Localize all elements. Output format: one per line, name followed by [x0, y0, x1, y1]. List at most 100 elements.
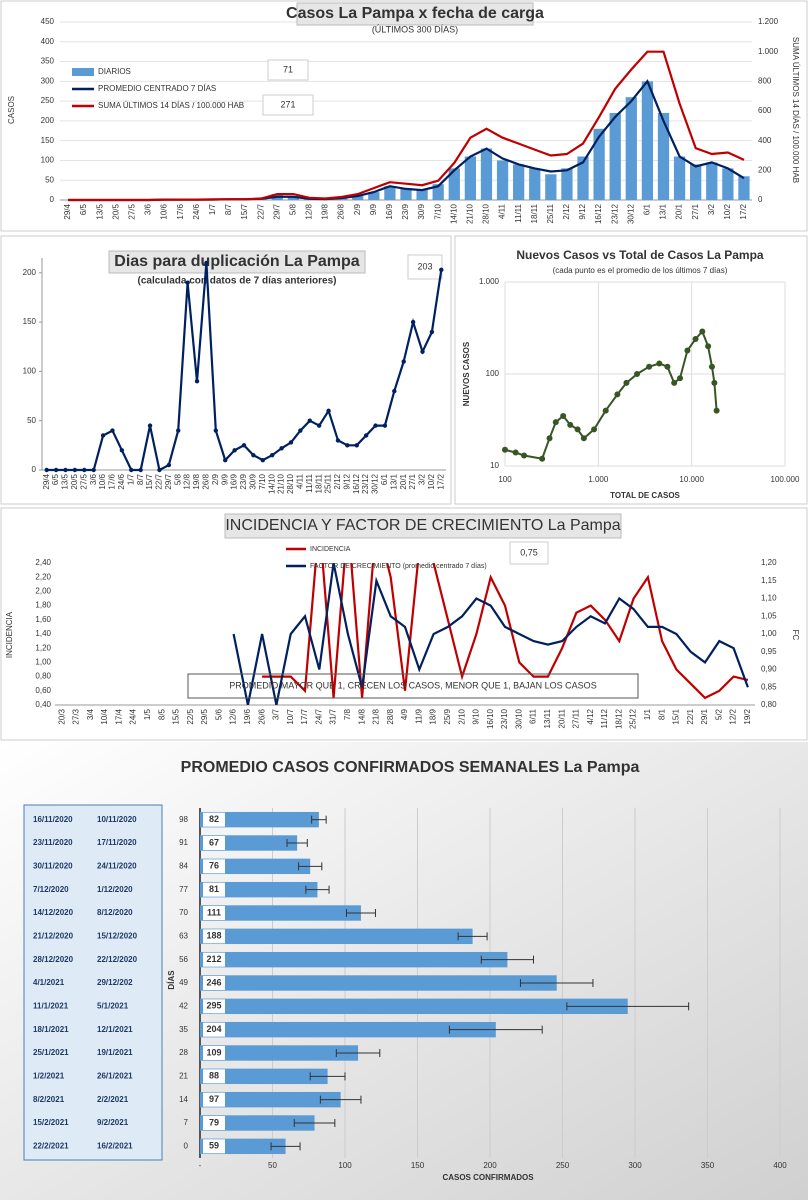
- x-tick-label: 10/2: [723, 203, 732, 219]
- y-tick-label: 150: [41, 136, 55, 145]
- x-tick-label: 5/6: [214, 708, 223, 720]
- x-tick-label: 20/1: [399, 473, 408, 489]
- x-tick-label: 23/10: [500, 708, 509, 729]
- point: [671, 379, 678, 386]
- x-tick-label: 4/12: [586, 708, 595, 724]
- x-tick-label: 9/9: [369, 203, 378, 215]
- bar: [400, 188, 412, 200]
- point: [539, 455, 546, 462]
- y-tick-label: 0,80: [35, 672, 51, 681]
- x-tick-label: 28/8: [386, 708, 395, 724]
- x-tick-label: 20/5: [70, 473, 79, 489]
- x-tick-label: 17/2: [436, 473, 445, 489]
- point: [194, 379, 200, 384]
- x-tick-label: 14/10: [449, 203, 458, 224]
- y-tick-label: 77: [179, 885, 188, 894]
- x-axis-label: CASOS CONFIRMADOS: [442, 1173, 534, 1182]
- label-bg: [203, 976, 225, 990]
- y-tick-label: 91: [179, 838, 188, 847]
- x-tick-label: 10/7: [286, 708, 295, 724]
- chart-title: INCIDENCIA Y FACTOR DE CRECIMIENTO La Pa…: [225, 517, 620, 534]
- start-date: 8/2/2021: [33, 1095, 65, 1104]
- point: [176, 428, 181, 433]
- point: [91, 467, 96, 473]
- y-tick-label: 150: [23, 317, 37, 326]
- y-tick-label: 7: [184, 1118, 189, 1127]
- x-tick-label: 21/8: [372, 708, 381, 724]
- x-tick-label: 11/11: [305, 473, 314, 492]
- x-tick-label: 15/7: [145, 473, 154, 489]
- legend-label: DIARIOS: [98, 67, 131, 76]
- point: [708, 363, 715, 370]
- x-tick-label: 8/5: [157, 708, 166, 720]
- point: [677, 375, 684, 382]
- bar: [200, 951, 508, 968]
- x-tick-label: 30/12: [371, 473, 380, 494]
- y-tick-label: 0,90: [761, 665, 777, 674]
- point: [298, 428, 303, 433]
- annotation: 0,75: [520, 547, 538, 557]
- point: [232, 448, 237, 453]
- point: [705, 343, 712, 350]
- y-tick-label: 1,80: [35, 601, 51, 610]
- legend-label: SUMA ÚLTIMOS 14 DÍAS / 100.000 HAB: [98, 101, 244, 110]
- x-tick-label: 26/6: [257, 708, 266, 724]
- x-tick-label: 17/6: [176, 203, 185, 219]
- x-tick-label: 5/8: [173, 473, 182, 485]
- end-date: 24/11/2020: [97, 861, 137, 870]
- x-tick-label: 17/6: [108, 473, 117, 489]
- x-tick-label: 5/8: [288, 203, 297, 215]
- value-label: 212: [206, 954, 221, 964]
- x-tick-label: 6/1: [380, 473, 389, 485]
- x-tick-label: 15/7: [240, 203, 249, 219]
- value-label: 79: [209, 1117, 219, 1127]
- chart-title: PROMEDIO CASOS CONFIRMADOS SEMANALES La …: [181, 759, 640, 776]
- bar: [593, 128, 605, 200]
- bar: [464, 156, 477, 200]
- x-tick-label: 13/1: [389, 473, 398, 489]
- point: [100, 433, 106, 438]
- x-tick-label: 18/11: [530, 203, 539, 223]
- x-tick-label: 31/7: [329, 708, 338, 724]
- x-tick-label: 27/5: [79, 473, 88, 489]
- label-bg: [203, 999, 225, 1014]
- point: [307, 418, 312, 423]
- x-tick-label: 6/1: [643, 203, 652, 215]
- label-bg: [203, 906, 225, 920]
- bar: [738, 176, 750, 200]
- x-tick-label: 19/8: [192, 473, 201, 489]
- y2-axis-label: SUMA ÚLTIMOS 14 DÍAS / 100.000 HAB: [791, 37, 800, 183]
- point: [656, 360, 663, 367]
- value-label: 188: [206, 931, 221, 941]
- plot: [232, 563, 749, 705]
- x-tick-label: 250: [556, 1161, 570, 1170]
- y-tick-label: 10: [490, 461, 499, 470]
- y-tick-label: 1,20: [761, 558, 777, 567]
- x-tick-label: 100: [338, 1161, 352, 1170]
- y-tick-label: 200: [23, 268, 37, 277]
- y-tick-label: 1,10: [761, 594, 777, 603]
- series-line: [262, 563, 749, 700]
- x-tick-label: 22/5: [186, 708, 195, 724]
- y-tick-label: 350: [41, 57, 55, 66]
- chart-title: Nuevos Casos vs Total de Casos La Pampa: [516, 248, 764, 262]
- x-tick-label: 2/12: [562, 203, 571, 219]
- x-tick-label: 23/12: [361, 473, 370, 494]
- series-line: [232, 563, 749, 705]
- point: [711, 379, 718, 386]
- chart-title: Casos La Pampa x fecha de carga: [286, 5, 544, 22]
- annotation: 71: [283, 64, 293, 74]
- series-line: [68, 50, 745, 202]
- point: [392, 388, 397, 394]
- point: [53, 467, 59, 473]
- x-tick-label: 17/7: [300, 708, 309, 724]
- y-tick-label: 1,05: [761, 611, 777, 620]
- bar: [352, 196, 364, 200]
- bar: [200, 975, 557, 991]
- y-tick-label: 14: [179, 1095, 188, 1104]
- bar: [529, 168, 541, 200]
- point: [288, 440, 294, 445]
- bar: [384, 186, 396, 200]
- x-tick-label: 4/11: [295, 473, 304, 489]
